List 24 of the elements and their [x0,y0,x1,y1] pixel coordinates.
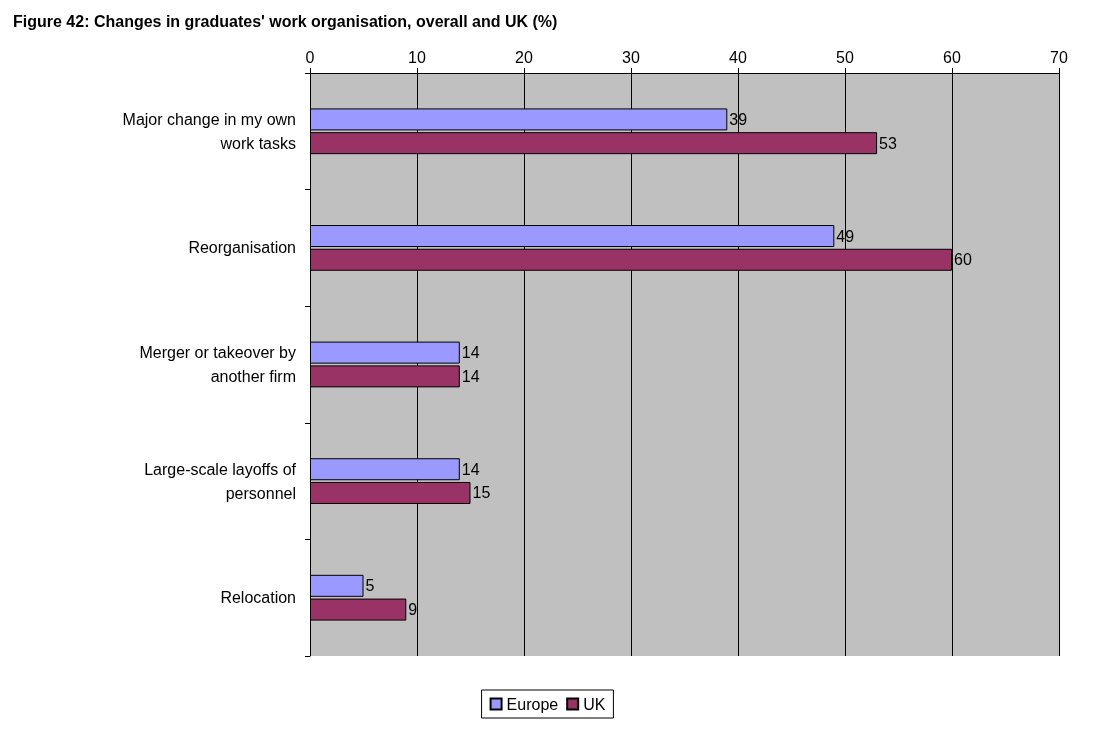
x-tick-label: 70 [1050,48,1068,66]
y-tick-label: Major change in my own work tasks [122,110,296,152]
y-tick-label: Reorganisation [188,239,296,257]
data-label: 5 [365,577,375,595]
data-label: 14 [461,367,480,385]
x-tick-label: 0 [305,48,315,66]
x-tick-label: 50 [836,48,854,66]
x-tick-label: 60 [943,48,961,66]
data-label: 14 [461,344,480,362]
y-tick-label: Large-scale layoffs of personnel [144,460,297,502]
y-tick-label: Merger or takeover by another firm [139,344,296,385]
chart-title: Figure 42: Changes in graduates' work organisation, overall and UK (%) [13,12,558,30]
data-label: 53 [879,134,897,152]
data-label: 60 [954,251,972,269]
data-label: 9 [408,601,418,619]
x-tick-label: 40 [729,48,747,66]
x-tick-label: 10 [408,48,426,66]
legend-label: UK [583,695,606,713]
x-tick-label: 20 [515,48,533,66]
data-label: 15 [472,484,491,502]
x-tick-label: 30 [622,48,640,66]
y-tick-label: Relocation [220,589,296,607]
legend-label: Europe [506,695,559,713]
data-label: 14 [461,460,480,478]
